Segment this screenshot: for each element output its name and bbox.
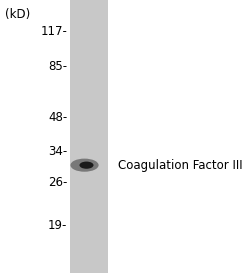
Text: 48-: 48- (48, 111, 67, 124)
Bar (70, 0, 108, 273)
Text: 117-: 117- (40, 25, 67, 38)
Text: (kD): (kD) (5, 8, 30, 21)
Text: 19-: 19- (48, 219, 67, 232)
Text: Coagulation Factor III: Coagulation Factor III (118, 159, 242, 172)
Ellipse shape (79, 162, 94, 169)
Ellipse shape (71, 159, 98, 172)
Text: 85-: 85- (48, 60, 67, 73)
Text: 26-: 26- (48, 176, 67, 189)
Text: 34-: 34- (48, 145, 67, 158)
